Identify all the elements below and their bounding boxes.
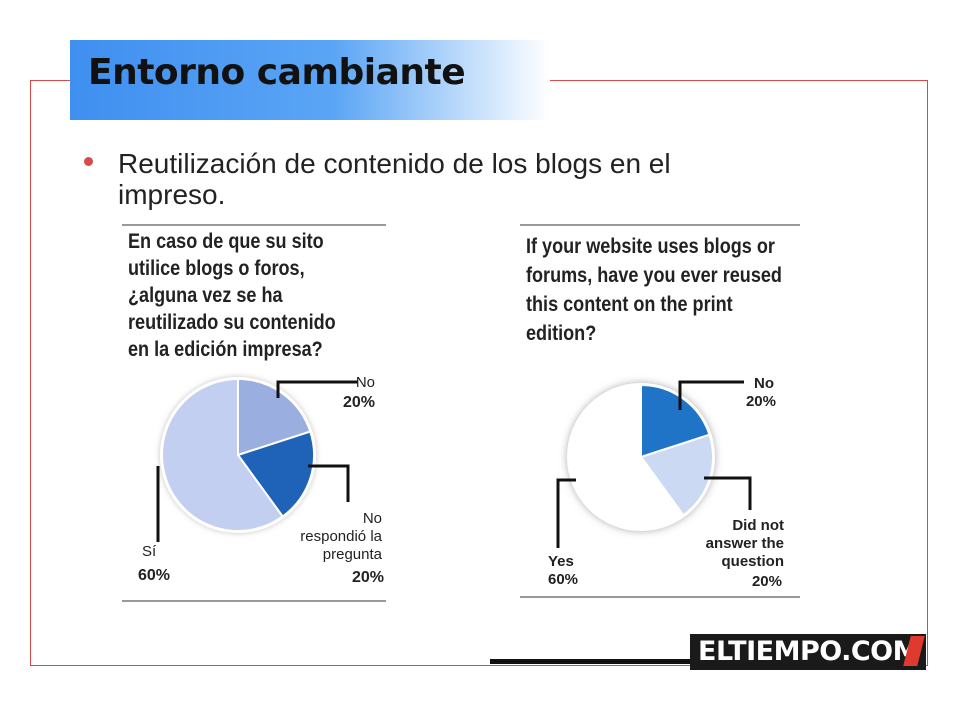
left-pie-slice-0 <box>237 377 312 457</box>
left-slice-label-noresp-1: No <box>363 510 382 527</box>
left-slice-label-no: No <box>356 374 375 391</box>
left-slice-label-noresp-2: respondió la <box>300 528 382 545</box>
left-slice-label-noresp-3: pregunta <box>323 546 383 563</box>
left-slice-value-si: 60% <box>138 567 170 584</box>
left-pie-slice-2 <box>161 377 285 532</box>
right-slice-label-dna-1: Did not <box>732 517 784 534</box>
slide-title: Entorno cambiante <box>88 52 466 93</box>
right-slice-label-dna-3: question <box>722 553 785 570</box>
right-slice-value-dna: 20% <box>752 573 782 590</box>
right-slice-value-no: 20% <box>746 393 776 410</box>
right-chart-title: If your website uses blogs or forums, ha… <box>526 235 782 345</box>
right-slice-value-yes: 60% <box>548 571 578 588</box>
left-panel-bottom-rule <box>122 600 386 602</box>
right-slice-label-dna-2: answer the <box>706 535 784 552</box>
right-slice-label-no: No <box>754 375 774 392</box>
right-pie-chart: No 20% Did not answer the question 20% Y… <box>548 375 785 590</box>
bullet-text: Reutilización de contenido de los blogs … <box>118 148 671 210</box>
left-slice-value-noresp: 20% <box>352 569 384 586</box>
left-pie-slice-1 <box>236 430 315 518</box>
left-pie-chart: No 20% No respondió la pregunta 20% Sí 6… <box>138 374 384 586</box>
title-bar <box>70 40 550 120</box>
left-panel-top-rule <box>122 224 386 226</box>
right-panel-top-rule <box>520 224 800 226</box>
logo-text: ELTIEMPO.COM <box>698 636 920 667</box>
logo-background <box>690 634 926 670</box>
bottom-rule <box>490 659 700 664</box>
left-chart-title: En caso de que su sito utilice blogs o f… <box>128 230 336 361</box>
left-slice-value-no: 20% <box>343 394 375 411</box>
bullet-icon <box>84 157 93 166</box>
left-slice-label-si: Sí <box>142 543 157 560</box>
right-slice-label-yes: Yes <box>548 553 574 570</box>
right-pie-slice-0 <box>640 383 711 459</box>
right-panel-bottom-rule <box>520 596 800 598</box>
